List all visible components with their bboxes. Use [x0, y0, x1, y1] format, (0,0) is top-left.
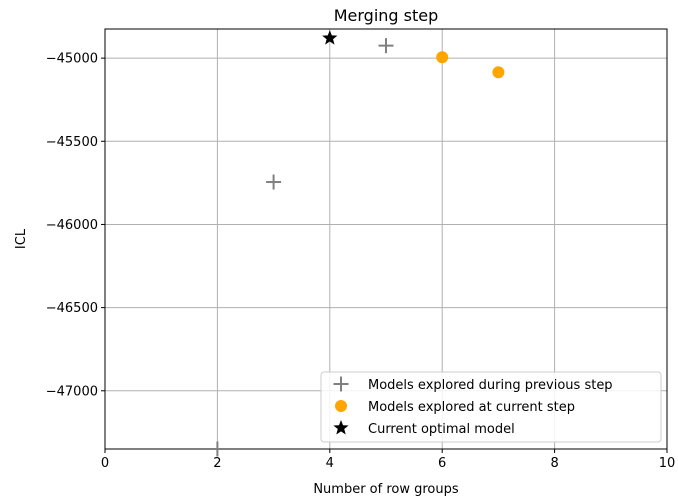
y-tick-label: −45000	[46, 52, 98, 67]
data-point	[492, 66, 505, 79]
x-tick-label: 10	[659, 456, 676, 471]
x-tick-label: 6	[438, 456, 446, 471]
x-tick-labels: 0 2 4 6 8 10	[101, 456, 675, 471]
data-point	[378, 38, 394, 54]
y-axis-label: ICL	[14, 228, 29, 249]
chart-title: Merging step	[334, 6, 439, 25]
x-tick-label: 0	[101, 456, 109, 471]
x-tick-label: 2	[213, 456, 221, 471]
data-point	[436, 51, 449, 64]
y-tick-label: −47000	[46, 384, 98, 399]
legend-label-current: Models explored at current step	[368, 400, 575, 415]
y-tick-labels: −45000 −45500 −46000 −46500 −47000	[46, 52, 98, 400]
legend-marker	[335, 400, 347, 412]
legend-label-previous: Models explored during previous step	[368, 378, 613, 393]
legend: Models explored during previous step Mod…	[320, 371, 662, 443]
data-points	[209, 30, 505, 457]
legend-marker	[333, 376, 349, 392]
x-axis-label: Number of row groups	[313, 482, 459, 497]
axis-ticks	[101, 57, 668, 453]
legend-marker	[333, 420, 349, 435]
y-tick-label: −46500	[46, 301, 98, 316]
data-point	[209, 441, 225, 457]
data-point	[322, 30, 338, 45]
plot-frame	[104, 28, 668, 450]
legend-label-optimal: Current optimal model	[368, 422, 515, 437]
y-tick-label: −45500	[46, 135, 98, 150]
y-tick-label: −46000	[46, 218, 98, 233]
x-tick-label: 4	[326, 456, 334, 471]
data-point	[266, 174, 282, 190]
x-tick-label: 8	[550, 456, 558, 471]
legend-box	[320, 371, 662, 443]
legend-markers	[333, 376, 349, 435]
